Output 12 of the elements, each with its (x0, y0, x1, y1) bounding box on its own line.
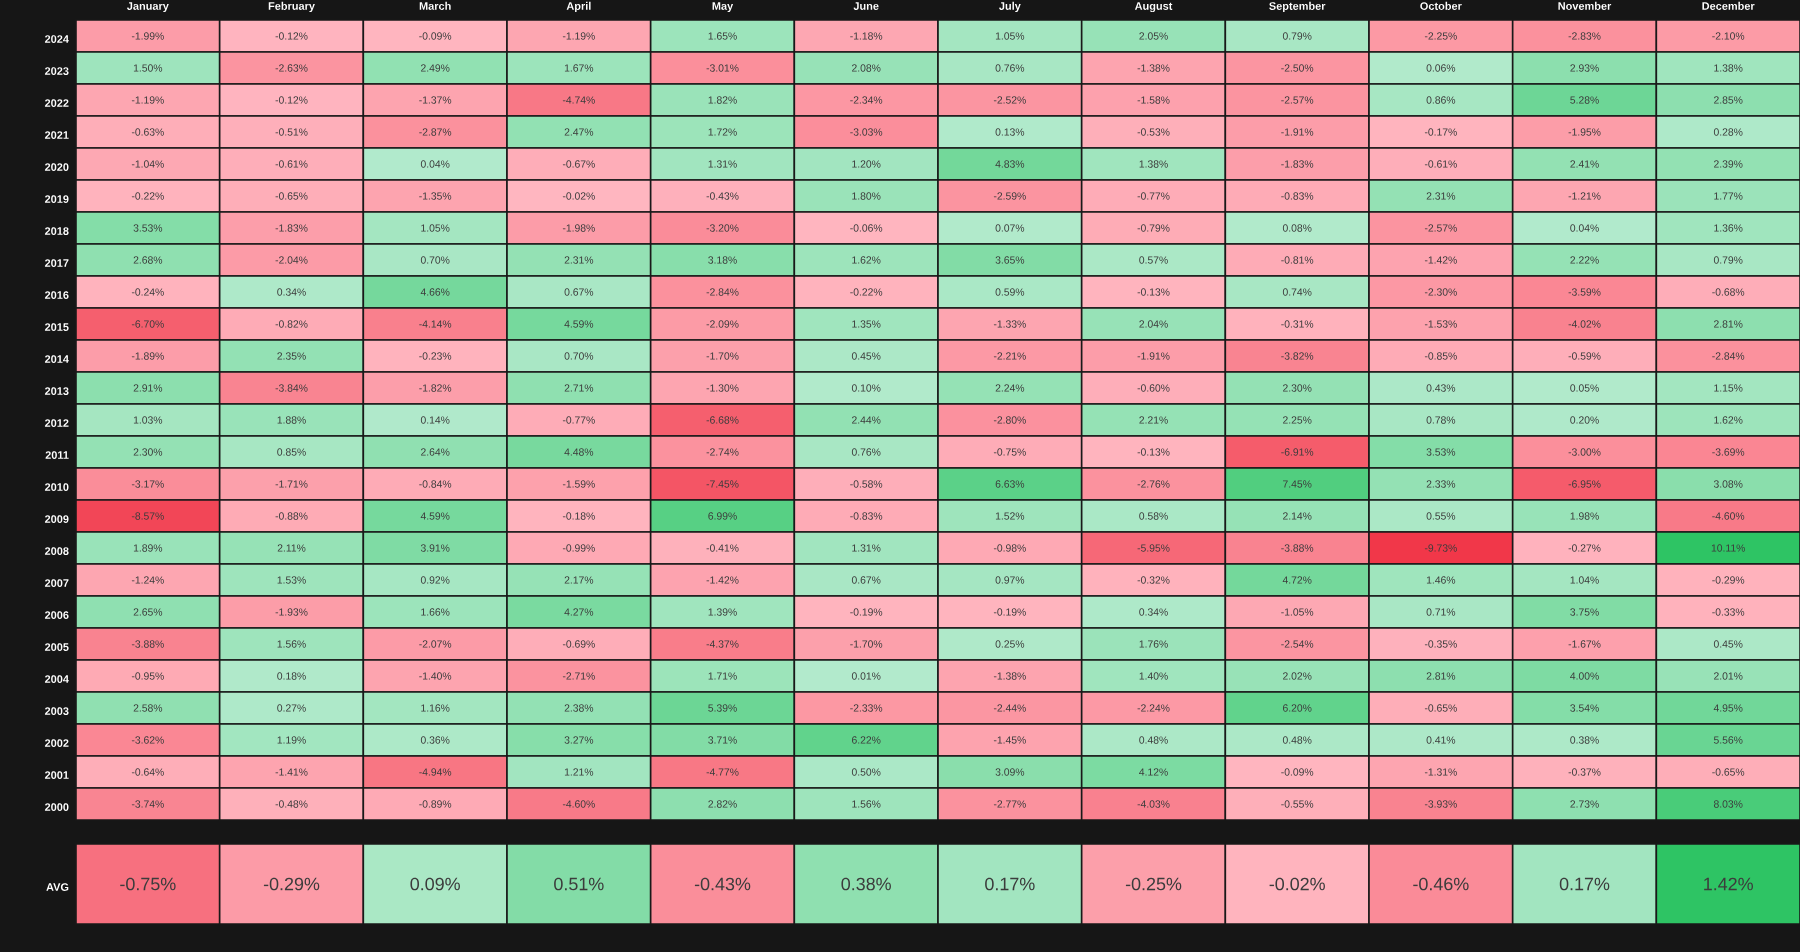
data-label: -0.75% (120, 877, 176, 891)
data-label: -0.29% (263, 877, 320, 891)
data-label: -0.46% (1413, 877, 1469, 891)
data-label: 0.17% (1559, 877, 1610, 891)
data-label: 0.51% (554, 877, 604, 891)
data-label: 1.42% (1704, 877, 1753, 891)
data-label: -0.25% (1125, 877, 1182, 891)
data-label: -0.02% (1269, 877, 1325, 891)
data-label: 0.38% (841, 877, 891, 891)
data-label: 0.17% (985, 877, 1035, 891)
data-label: 0.09% (410, 877, 460, 891)
data-label: -0.43% (694, 877, 751, 891)
